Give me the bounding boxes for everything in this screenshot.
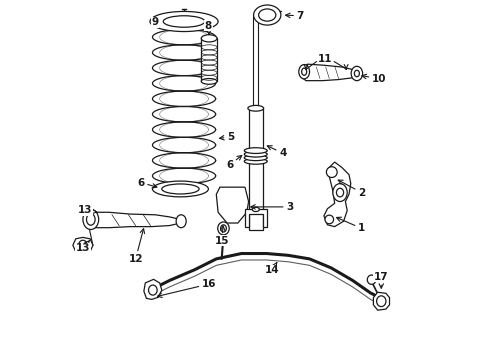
Text: 2: 2 — [338, 180, 365, 198]
Text: 11: 11 — [318, 54, 333, 64]
Polygon shape — [302, 64, 356, 81]
Ellipse shape — [351, 66, 363, 81]
Text: 6: 6 — [137, 177, 157, 188]
Text: 10: 10 — [362, 74, 387, 84]
Ellipse shape — [83, 210, 98, 229]
Ellipse shape — [252, 207, 259, 212]
Text: 6: 6 — [226, 156, 242, 170]
Ellipse shape — [302, 68, 307, 75]
Ellipse shape — [163, 16, 205, 27]
Polygon shape — [248, 108, 263, 230]
Ellipse shape — [148, 285, 157, 295]
Ellipse shape — [337, 188, 343, 197]
Text: 13: 13 — [78, 206, 97, 216]
Text: 8: 8 — [205, 21, 212, 35]
Text: 16: 16 — [157, 279, 217, 297]
Ellipse shape — [78, 240, 87, 250]
Ellipse shape — [218, 222, 229, 235]
Ellipse shape — [245, 155, 267, 161]
Ellipse shape — [325, 215, 334, 224]
Ellipse shape — [299, 64, 310, 79]
Ellipse shape — [377, 296, 386, 307]
Polygon shape — [144, 279, 162, 300]
Ellipse shape — [150, 12, 218, 32]
Polygon shape — [201, 39, 217, 81]
Text: 9: 9 — [152, 17, 159, 27]
Ellipse shape — [176, 215, 186, 228]
Ellipse shape — [245, 151, 267, 157]
Ellipse shape — [245, 148, 267, 153]
Ellipse shape — [248, 105, 264, 111]
Ellipse shape — [201, 78, 217, 84]
Polygon shape — [324, 162, 351, 226]
Ellipse shape — [326, 167, 337, 177]
Polygon shape — [73, 237, 93, 253]
Text: 7: 7 — [286, 11, 304, 21]
Polygon shape — [216, 187, 248, 223]
Polygon shape — [245, 209, 267, 226]
Polygon shape — [373, 292, 390, 310]
Text: 1: 1 — [337, 217, 365, 233]
Ellipse shape — [368, 275, 376, 284]
Ellipse shape — [152, 181, 208, 197]
Text: 14: 14 — [265, 262, 279, 275]
Text: 3: 3 — [251, 202, 294, 212]
Polygon shape — [87, 212, 180, 228]
Ellipse shape — [354, 70, 359, 77]
Text: 12: 12 — [128, 229, 145, 264]
Ellipse shape — [254, 5, 281, 25]
Ellipse shape — [162, 184, 199, 194]
Text: 17: 17 — [374, 272, 389, 288]
Text: 13: 13 — [75, 240, 90, 253]
Text: 4: 4 — [267, 146, 287, 158]
Ellipse shape — [87, 214, 95, 225]
Text: 15: 15 — [215, 226, 229, 246]
Ellipse shape — [333, 184, 347, 202]
Text: 5: 5 — [220, 132, 234, 142]
Ellipse shape — [220, 225, 226, 232]
Ellipse shape — [201, 35, 217, 42]
Ellipse shape — [245, 158, 267, 164]
Ellipse shape — [259, 9, 276, 21]
